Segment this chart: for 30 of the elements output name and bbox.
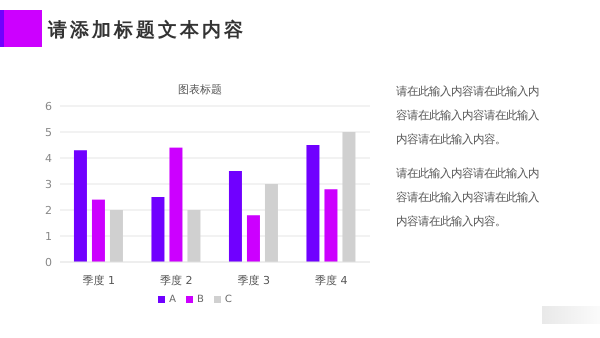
legend-label: A [169,294,176,305]
x-tick-label: 季度 3 [238,274,270,287]
bar [342,132,356,262]
bar [306,145,320,262]
y-tick-label: 4 [45,152,52,165]
y-tick-label: 0 [45,256,52,269]
bar [246,215,260,262]
y-tick-label: 5 [45,126,52,139]
bar [110,210,123,262]
bar [264,184,278,262]
x-tick-label: 季度 4 [315,274,348,287]
text: 请在此输入内容请在此输入内容请在此输入内容请在此输入内容请在此输入内容。 [396,84,540,148]
y-tick-label: 6 [45,100,52,113]
legend-label: C [224,294,232,305]
bar [187,210,200,262]
chart-title: 请添加标题文本内容 [48,18,246,43]
y-tick-label: 3 [45,178,52,191]
bar [92,200,105,262]
bar [169,148,182,262]
y-tick-label: 1 [45,230,52,243]
x-tick-label: 季度 2 [160,274,192,287]
y-tick-label: 2 [45,204,52,217]
bar [74,150,87,262]
bar [228,171,242,262]
bar [324,189,338,262]
chart-subtitle: 图表标题 [177,82,223,97]
bar [151,197,164,262]
text: 请在此输入内容请在此输入内容请在此输入内容请在此输入内容请在此输入内容。 [396,166,540,230]
x-tick-label: 季度 1 [82,274,115,287]
legend-label: B [196,294,204,305]
